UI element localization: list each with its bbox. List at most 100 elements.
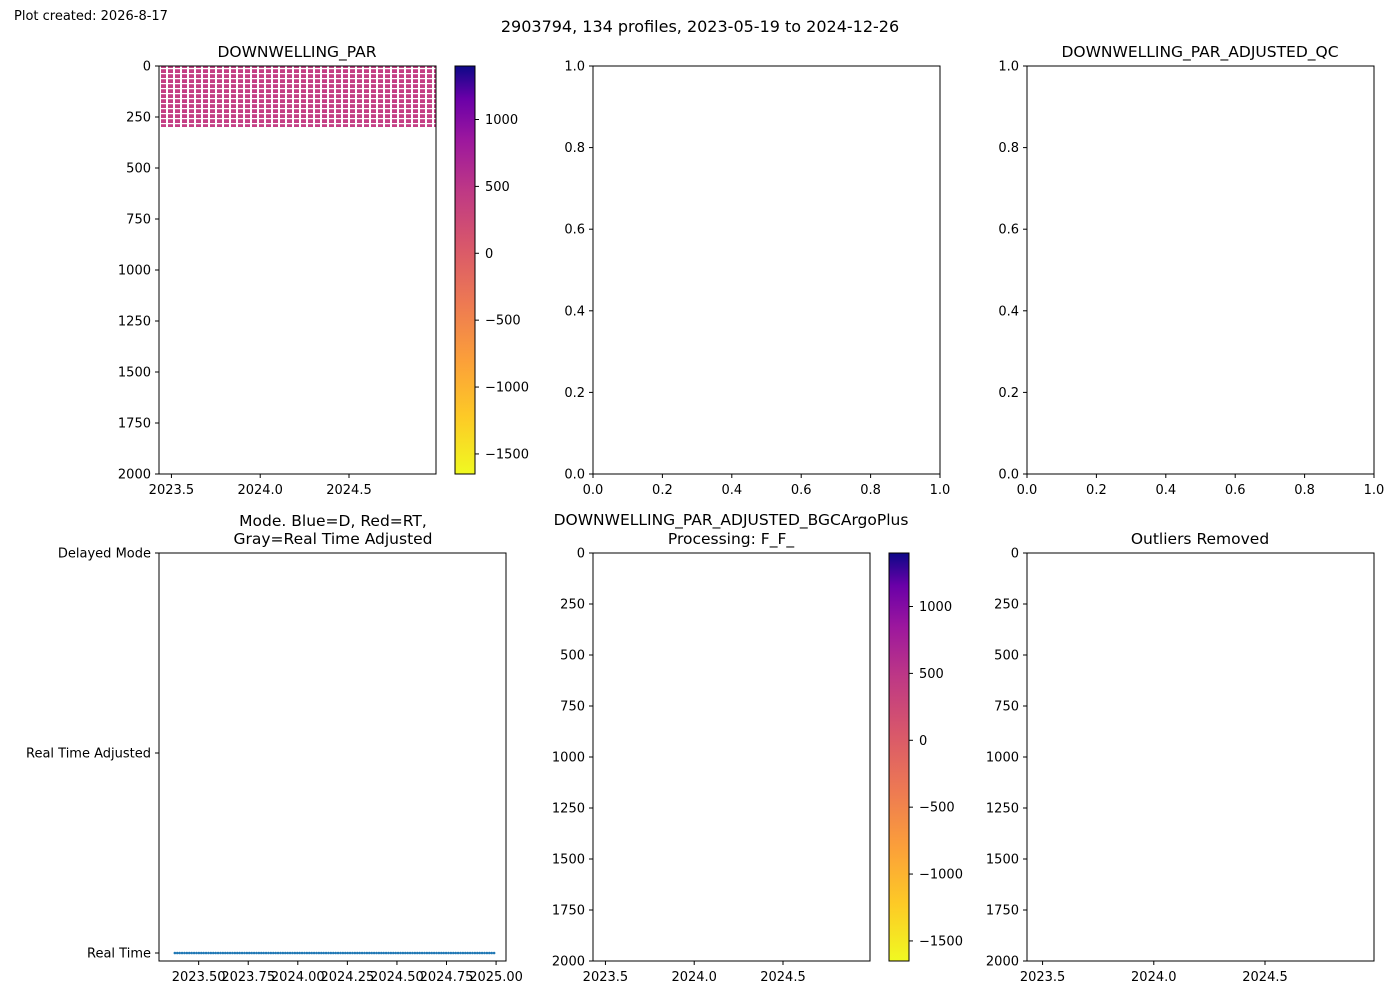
mode-point xyxy=(183,951,186,955)
x-tick-label: 1.0 xyxy=(1364,483,1385,498)
mode-point xyxy=(363,951,366,955)
mode-point xyxy=(391,951,395,955)
mode-point xyxy=(281,951,285,955)
mode-point xyxy=(231,951,234,955)
mode-point xyxy=(394,951,397,955)
mode-point xyxy=(411,951,414,955)
plot-area-frame xyxy=(592,65,941,475)
mode-point xyxy=(346,951,349,955)
mode-point xyxy=(252,951,256,955)
mode-point xyxy=(240,951,244,955)
y-tick-label: 750 xyxy=(560,700,585,715)
mode-point xyxy=(468,951,472,955)
mode-point xyxy=(295,951,299,955)
mode-point xyxy=(291,951,294,955)
y-tick-label: 2000 xyxy=(552,955,585,970)
mode-point xyxy=(255,951,258,955)
mode-point xyxy=(432,951,436,955)
mode-point xyxy=(279,951,282,955)
mode-point xyxy=(464,951,467,955)
x-tick-label: 2023.5 xyxy=(583,970,629,985)
mode-point xyxy=(471,951,474,955)
mode-point xyxy=(233,951,237,955)
mode-point xyxy=(207,951,210,955)
y-tick-label: 0.6 xyxy=(564,223,585,238)
mode-point xyxy=(341,951,345,955)
mode-point xyxy=(250,951,253,955)
y-tick-label: 1750 xyxy=(552,904,585,919)
mode-point xyxy=(437,951,441,955)
mode-point xyxy=(262,951,265,955)
mode-point xyxy=(351,951,354,955)
mode-point xyxy=(377,951,381,955)
mode-point xyxy=(271,951,275,955)
x-tick-label: 0.6 xyxy=(1225,483,1246,498)
mode-point xyxy=(355,951,359,955)
y-tick-label: 0.6 xyxy=(998,223,1019,238)
mode-point xyxy=(192,951,196,955)
mode-point xyxy=(420,951,424,955)
mode-point xyxy=(440,951,443,955)
y-tick-label: Real Time xyxy=(87,947,151,962)
mode-point xyxy=(430,951,434,955)
mode-point xyxy=(401,951,405,955)
colorbar-gradient xyxy=(888,552,910,962)
mode-point xyxy=(343,951,347,955)
colorbar: −1500 −1000 −500 0 500 1000 xyxy=(454,65,529,475)
mode-point xyxy=(427,951,431,955)
mode-point xyxy=(226,951,229,955)
panel-title-line-2: Processing: F_F_ xyxy=(668,530,794,549)
mode-point xyxy=(259,951,263,955)
mode-point xyxy=(185,951,189,955)
x-tick-label: 2023.5 xyxy=(1020,970,1066,985)
mode-point xyxy=(322,951,325,955)
mode-point xyxy=(454,951,458,955)
x-tick-label: 2024.5 xyxy=(326,483,372,498)
mode-point xyxy=(307,951,311,955)
plot-area-frame xyxy=(592,552,871,962)
mode-point xyxy=(202,951,205,955)
y-tick-label: 250 xyxy=(560,598,585,613)
mode-point xyxy=(221,951,225,955)
mode-point xyxy=(223,951,227,955)
y-tick-label: 0 xyxy=(1011,547,1019,562)
x-tick-label: 0.0 xyxy=(583,483,604,498)
mode-point xyxy=(300,951,304,955)
mode-point xyxy=(211,951,215,955)
y-tick-label: 1500 xyxy=(986,853,1019,868)
mode-point xyxy=(456,951,460,955)
colorbar-tick-label: −1000 xyxy=(485,381,529,396)
x-tick-label: 2024.0 xyxy=(237,483,283,498)
mode-point xyxy=(175,951,179,955)
figure-suptitle: 2903794, 134 profiles, 2023-05-19 to 202… xyxy=(501,17,899,36)
mode-point xyxy=(444,951,448,955)
mode-point xyxy=(264,951,268,955)
mode-point xyxy=(461,951,465,955)
panel-title-line-2: Gray=Real Time Adjusted xyxy=(233,530,432,548)
mode-point xyxy=(485,951,489,955)
colorbar-tick-label: −500 xyxy=(485,314,521,329)
plot-area-frame xyxy=(158,65,437,475)
colorbar-tick-label: −1500 xyxy=(485,447,529,462)
y-tick-label: Delayed Mode xyxy=(58,547,151,562)
y-tick-label: 250 xyxy=(126,111,151,126)
panel-adjusted-qc: DOWNWELLING_PAR_ADJUSTED_QC 0.0 0.2 0.4 0.6… xyxy=(998,43,1384,498)
mode-point xyxy=(310,951,313,955)
panel-title: Outliers Removed xyxy=(1131,530,1269,548)
mode-point xyxy=(247,951,251,955)
mode-point xyxy=(180,951,184,955)
mode-point xyxy=(197,951,201,955)
x-tick-label: 0.6 xyxy=(791,483,812,498)
mode-point xyxy=(375,951,378,955)
x-tick-label: 2023.75 xyxy=(221,970,275,985)
mode-point xyxy=(478,951,482,955)
colorbar-tick-label: 500 xyxy=(485,180,510,195)
mode-point xyxy=(483,951,486,955)
x-tick-label: 2024.5 xyxy=(760,970,806,985)
colorbar-tick-label: −1500 xyxy=(919,934,963,949)
mode-point xyxy=(387,951,390,955)
x-tick-label: 2024.75 xyxy=(420,970,474,985)
x-tick-label: 2024.0 xyxy=(1131,970,1177,985)
plot-area-frame xyxy=(1026,552,1375,962)
mode-point xyxy=(276,951,280,955)
